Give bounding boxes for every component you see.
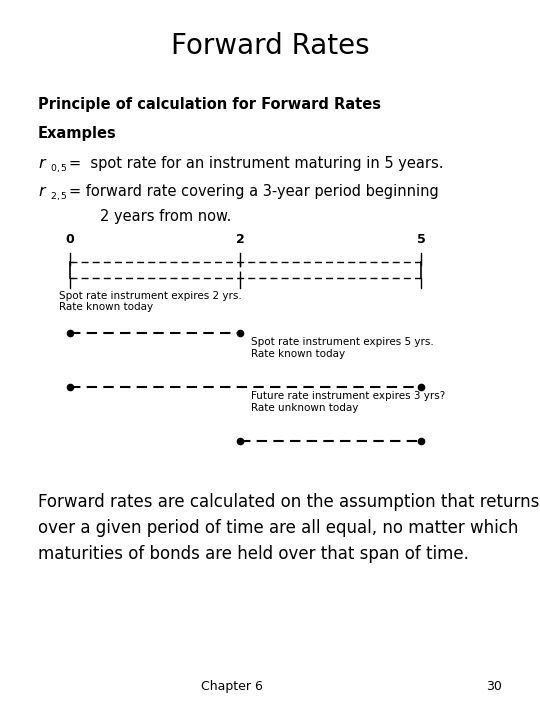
Text: 5: 5 xyxy=(417,233,426,246)
Text: Forward rates are calculated on the assumption that returns
over a given period : Forward rates are calculated on the assu… xyxy=(38,493,539,562)
Text: 0: 0 xyxy=(66,233,75,246)
Text: Principle of calculation for Forward Rates: Principle of calculation for Forward Rat… xyxy=(38,97,381,112)
Text: $_{0,5}$: $_{0,5}$ xyxy=(50,162,68,175)
Text: $r$: $r$ xyxy=(38,156,47,171)
Text: Spot rate instrument expires 5 yrs.
Rate known today: Spot rate instrument expires 5 yrs. Rate… xyxy=(251,337,434,359)
Text: Future rate instrument expires 3 yrs?
Rate unknown today: Future rate instrument expires 3 yrs? Ra… xyxy=(251,391,446,413)
Text: Examples: Examples xyxy=(38,126,117,141)
Text: $r$: $r$ xyxy=(38,184,47,199)
Text: Spot rate instrument expires 2 yrs.
Rate known today: Spot rate instrument expires 2 yrs. Rate… xyxy=(59,291,242,312)
Text: =  spot rate for an instrument maturing in 5 years.: = spot rate for an instrument maturing i… xyxy=(69,156,444,171)
Text: 2: 2 xyxy=(236,233,245,246)
Text: $_{2,5}$: $_{2,5}$ xyxy=(50,190,68,203)
Text: 30: 30 xyxy=(487,680,502,693)
Text: Forward Rates: Forward Rates xyxy=(171,32,369,60)
Text: 2 years from now.: 2 years from now. xyxy=(100,209,231,224)
Text: Chapter 6: Chapter 6 xyxy=(201,680,263,693)
Text: = forward rate covering a 3-year period beginning: = forward rate covering a 3-year period … xyxy=(69,184,439,199)
